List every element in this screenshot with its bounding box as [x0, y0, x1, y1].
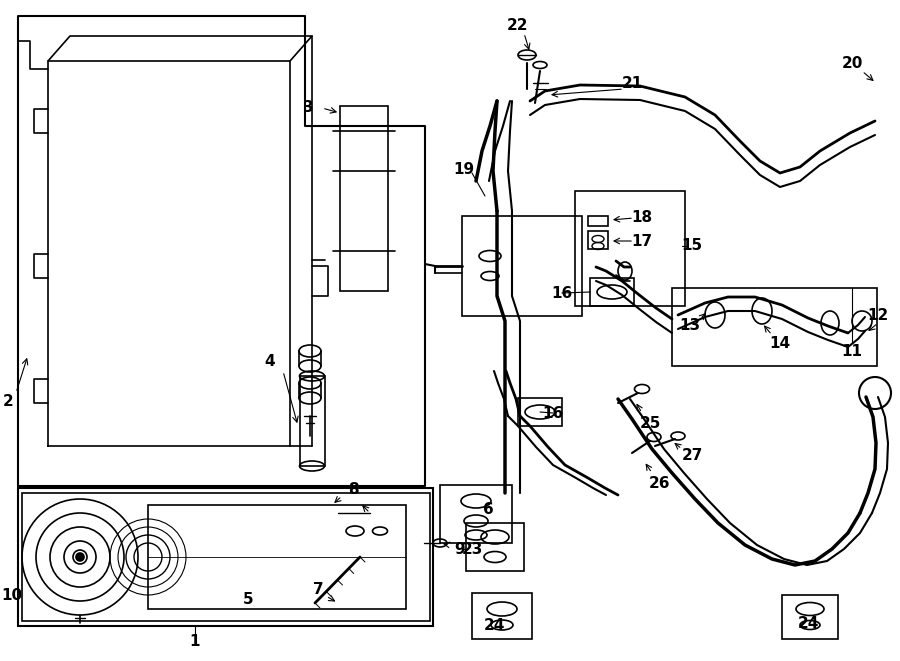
Text: 7: 7: [312, 582, 323, 596]
Text: 27: 27: [681, 449, 703, 463]
Text: 10: 10: [2, 588, 22, 603]
Circle shape: [76, 553, 84, 561]
Text: 8: 8: [347, 481, 358, 496]
Bar: [518, 398, 562, 426]
Bar: [590, 278, 634, 306]
Bar: [575, 191, 685, 306]
Text: 22: 22: [508, 17, 529, 32]
Text: 26: 26: [649, 475, 670, 490]
Bar: [18, 488, 433, 626]
Bar: [440, 485, 512, 543]
Text: 16: 16: [543, 405, 563, 420]
Text: 21: 21: [621, 75, 643, 91]
Bar: [472, 593, 532, 639]
Text: 2: 2: [3, 393, 14, 408]
Bar: [148, 505, 406, 609]
Bar: [782, 595, 838, 639]
Text: 23: 23: [462, 541, 482, 557]
Text: 13: 13: [680, 319, 700, 334]
Bar: [466, 523, 524, 571]
Bar: [300, 376, 325, 466]
Text: 15: 15: [681, 239, 703, 254]
Text: 24: 24: [483, 619, 505, 633]
Text: 5: 5: [243, 592, 253, 607]
Text: 14: 14: [770, 336, 790, 350]
Text: 4: 4: [265, 354, 275, 368]
Bar: [588, 216, 608, 226]
Text: 11: 11: [842, 344, 862, 358]
Text: 6: 6: [482, 502, 493, 516]
Text: 12: 12: [868, 309, 888, 323]
Text: 16: 16: [552, 286, 572, 301]
Bar: [462, 216, 582, 316]
Text: 1: 1: [190, 633, 200, 648]
Bar: [672, 288, 877, 366]
Text: 18: 18: [632, 210, 652, 225]
Text: 3: 3: [302, 100, 313, 116]
Text: 9: 9: [454, 541, 465, 557]
Text: 25: 25: [639, 416, 661, 430]
Text: 17: 17: [632, 233, 652, 249]
Text: 24: 24: [797, 615, 819, 631]
Text: 20: 20: [842, 56, 863, 71]
Bar: [588, 231, 608, 249]
Bar: [22, 493, 430, 621]
Text: 19: 19: [454, 161, 474, 176]
Bar: [340, 106, 388, 291]
